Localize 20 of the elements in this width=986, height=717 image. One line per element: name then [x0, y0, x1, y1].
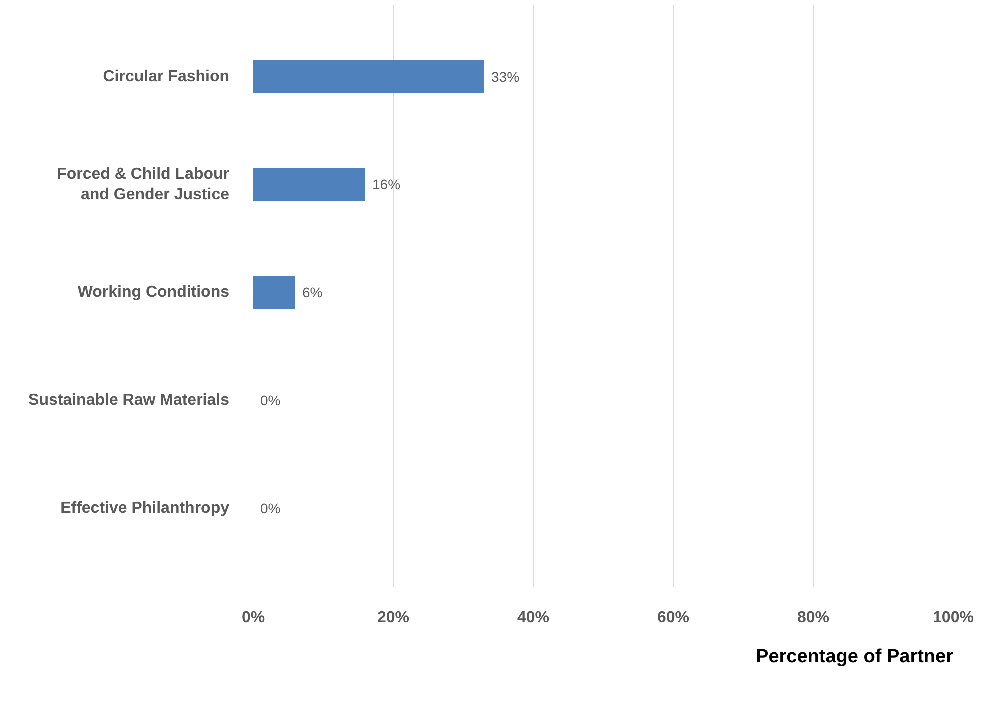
- y-tick-label: Circular Fashion: [103, 68, 230, 86]
- x-tick-label: 20%: [377, 610, 410, 626]
- x-tick-label: 100%: [933, 610, 974, 626]
- bar: [254, 168, 366, 202]
- x-tick-label: 80%: [797, 610, 830, 626]
- data-label: 6%: [302, 284, 323, 301]
- x-tick-label: 40%: [517, 610, 550, 626]
- y-tick-label: Effective Philanthropy: [60, 500, 230, 518]
- x-tick-label: 0%: [242, 610, 266, 626]
- bar: [254, 276, 296, 310]
- x-tick-label: 60%: [657, 610, 690, 626]
- y-tick-label: Working Conditions: [78, 284, 230, 302]
- data-label: 33%: [492, 68, 520, 85]
- data-label: 0%: [260, 500, 281, 517]
- bar: [254, 60, 484, 94]
- y-tick-label: Forced & Child Labour and Gender Justice: [57, 166, 230, 204]
- x-axis-title: Percentage of Partner: [756, 646, 954, 668]
- data-label: 16%: [372, 176, 401, 193]
- data-label: 0%: [260, 392, 281, 409]
- y-tick-label: Sustainable Raw Materials: [28, 392, 230, 410]
